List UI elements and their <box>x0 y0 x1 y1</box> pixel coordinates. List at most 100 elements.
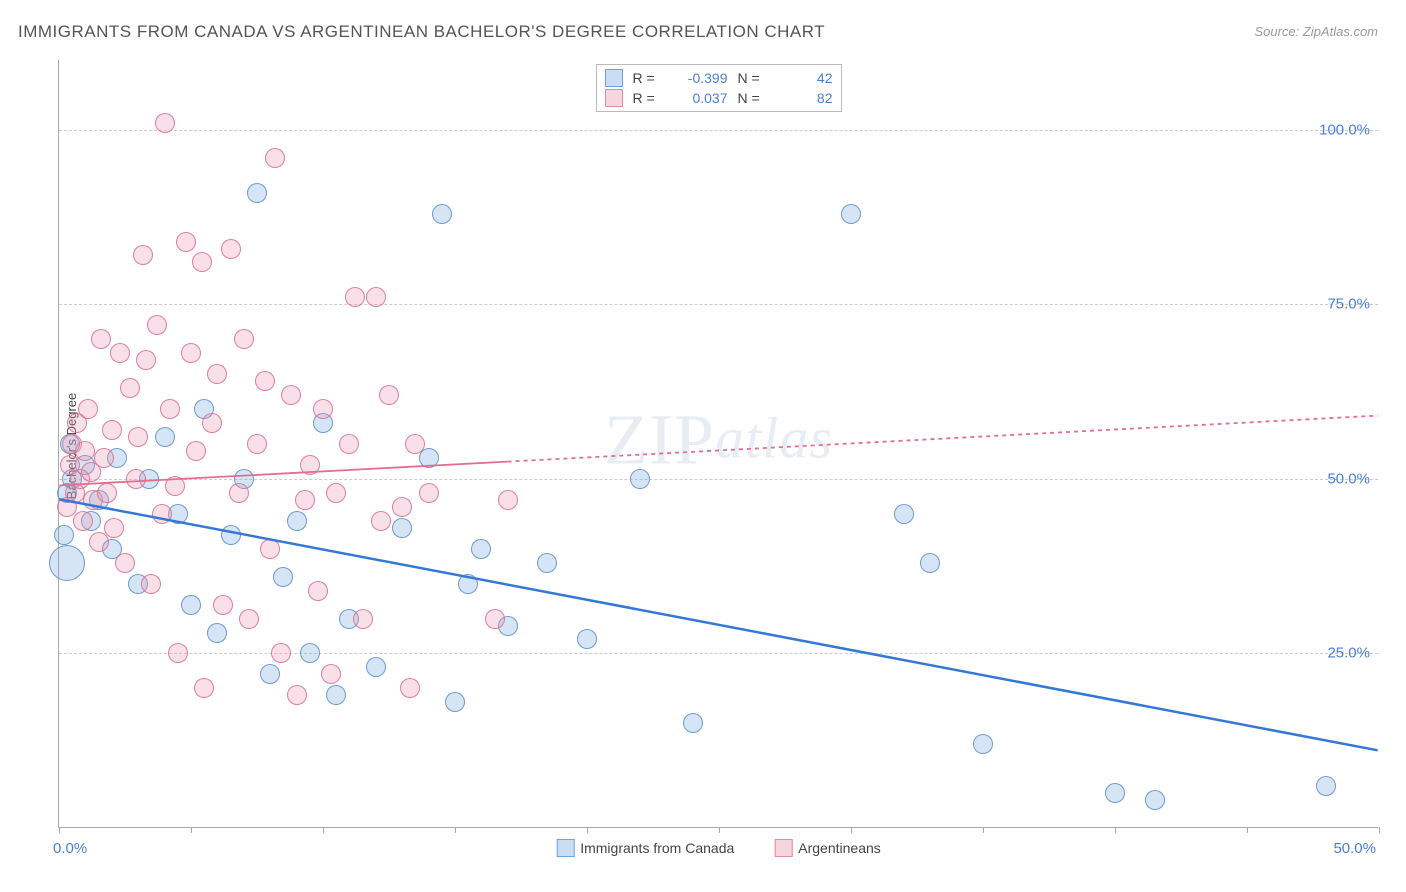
x-tick <box>851 827 852 833</box>
n-value: 42 <box>778 70 833 86</box>
legend-item: Immigrants from Canada <box>556 839 734 857</box>
legend-swatch <box>556 839 574 857</box>
scatter-point <box>234 329 254 349</box>
legend-swatch <box>774 839 792 857</box>
r-label: R = <box>633 90 663 106</box>
scatter-point <box>683 713 703 733</box>
scatter-point <box>273 567 293 587</box>
scatter-point <box>102 420 122 440</box>
scatter-point <box>89 532 109 552</box>
n-label: N = <box>738 70 768 86</box>
x-tick <box>1247 827 1248 833</box>
x-tick <box>191 827 192 833</box>
scatter-point <box>260 539 280 559</box>
series-legend: Immigrants from Canada Argentineans <box>556 839 881 857</box>
scatter-point <box>295 490 315 510</box>
scatter-point <box>152 504 172 524</box>
scatter-point <box>207 364 227 384</box>
scatter-point <box>379 385 399 405</box>
legend-swatch <box>605 69 623 87</box>
scatter-point <box>247 434 267 454</box>
scatter-point <box>120 378 140 398</box>
scatter-point <box>326 685 346 705</box>
scatter-point <box>186 441 206 461</box>
scatter-point <box>229 483 249 503</box>
scatter-point <box>353 609 373 629</box>
scatter-point <box>458 574 478 594</box>
source-attribution: Source: ZipAtlas.com <box>1254 24 1378 39</box>
n-label: N = <box>738 90 768 106</box>
scatter-point <box>94 448 114 468</box>
scatter-point <box>155 113 175 133</box>
scatter-point <box>165 476 185 496</box>
scatter-point <box>973 734 993 754</box>
scatter-point <box>221 525 241 545</box>
scatter-point <box>371 511 391 531</box>
scatter-point <box>281 385 301 405</box>
scatter-point <box>485 609 505 629</box>
scatter-point <box>247 183 267 203</box>
scatter-point <box>207 623 227 643</box>
scatter-point <box>392 518 412 538</box>
scatter-point <box>160 399 180 419</box>
scatter-point <box>202 413 222 433</box>
x-tick <box>1379 827 1380 833</box>
scatter-point <box>1316 776 1336 796</box>
scatter-point <box>471 539 491 559</box>
scatter-plot-area: ZIPatlas R = -0.399 N = 42 R = 0.037 N =… <box>58 60 1378 828</box>
scatter-point <box>313 399 333 419</box>
n-value: 82 <box>778 90 833 106</box>
legend-swatch <box>605 89 623 107</box>
scatter-point <box>1145 790 1165 810</box>
scatter-point <box>498 490 518 510</box>
scatter-points-layer <box>59 60 1378 827</box>
scatter-point <box>194 678 214 698</box>
scatter-point <box>271 643 291 663</box>
x-tick <box>587 827 588 833</box>
scatter-point <box>73 511 93 531</box>
scatter-point <box>419 483 439 503</box>
scatter-point <box>300 643 320 663</box>
scatter-point <box>91 329 111 349</box>
x-tick-label: 50.0% <box>1333 840 1376 857</box>
scatter-point <box>326 483 346 503</box>
scatter-point <box>168 643 188 663</box>
r-value: -0.399 <box>673 70 728 86</box>
scatter-point <box>366 657 386 677</box>
scatter-point <box>147 315 167 335</box>
x-tick <box>59 827 60 833</box>
scatter-point <box>49 545 85 581</box>
scatter-point <box>192 252 212 272</box>
scatter-point <box>265 148 285 168</box>
scatter-point <box>894 504 914 524</box>
scatter-point <box>239 609 259 629</box>
scatter-point <box>392 497 412 517</box>
scatter-point <box>432 204 452 224</box>
x-tick <box>983 827 984 833</box>
legend-item: Argentineans <box>774 839 881 857</box>
scatter-point <box>155 427 175 447</box>
scatter-point <box>136 350 156 370</box>
scatter-point <box>115 553 135 573</box>
scatter-point <box>78 399 98 419</box>
scatter-point <box>308 581 328 601</box>
x-tick <box>719 827 720 833</box>
scatter-point <box>260 664 280 684</box>
r-label: R = <box>633 70 663 86</box>
scatter-point <box>181 595 201 615</box>
r-value: 0.037 <box>673 90 728 106</box>
scatter-point <box>841 204 861 224</box>
scatter-point <box>181 343 201 363</box>
scatter-point <box>445 692 465 712</box>
scatter-point <box>366 287 386 307</box>
scatter-point <box>577 629 597 649</box>
scatter-point <box>75 441 95 461</box>
scatter-point <box>300 455 320 475</box>
chart-title: IMMIGRANTS FROM CANADA VS ARGENTINEAN BA… <box>18 22 825 42</box>
scatter-point <box>287 511 307 531</box>
correlation-legend: R = -0.399 N = 42 R = 0.037 N = 82 <box>596 64 842 112</box>
legend-row: R = -0.399 N = 42 <box>605 69 833 87</box>
scatter-point <box>141 574 161 594</box>
scatter-point <box>104 518 124 538</box>
scatter-point <box>213 595 233 615</box>
